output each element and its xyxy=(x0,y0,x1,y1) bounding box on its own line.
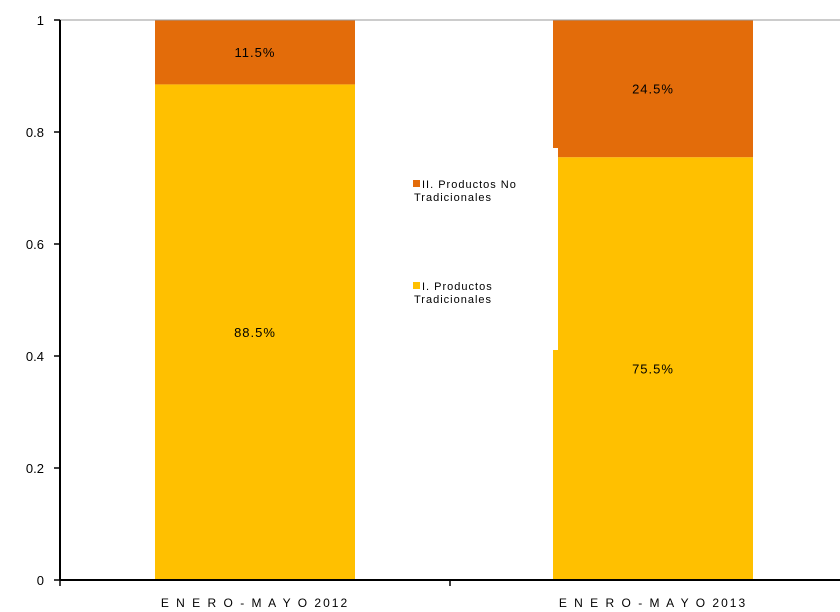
y-tick-label: 0.8 xyxy=(26,125,44,140)
bar-segment-1-category-2 xyxy=(553,157,753,580)
bar-segment-1-category-1 xyxy=(155,84,355,581)
y-tick-label: 1 xyxy=(37,13,44,28)
x-tick-label: E N E R O - M A Y O 2012 xyxy=(161,596,349,610)
legend-label-2-line-2: Tradicionales xyxy=(414,192,492,204)
legend-label-2-line-1: II. Productos No xyxy=(422,179,517,191)
data-label-1-category-1: 88.5% xyxy=(234,325,276,340)
data-label-2-category-1: 11.5% xyxy=(235,45,276,60)
y-tick-label: 0.2 xyxy=(26,461,44,476)
y-tick-label: 0.6 xyxy=(26,237,44,252)
x-tick-label: E N E R O - M A Y O 2013 xyxy=(559,596,747,610)
y-axis-ticks: 0 0.2 0.4 0.6 0.8 1 xyxy=(26,13,60,588)
y-tick-label: 0 xyxy=(37,573,44,588)
data-labels-layer: 88.5% 11.5% 75.5% 24.5% xyxy=(234,45,674,377)
legend-swatch-1 xyxy=(413,282,420,289)
legend-label-1-line-2: Tradicionales xyxy=(414,294,492,306)
data-label-2-category-2: 24.5% xyxy=(632,82,674,97)
bar-segment-2-category-1 xyxy=(155,20,355,85)
legend-swatch-2 xyxy=(413,180,420,187)
bar-segment-2-category-2 xyxy=(553,20,753,158)
x-axis-ticks: E N E R O - M A Y O 2012 E N E R O - M A … xyxy=(59,580,747,610)
legend-label-1-line-1: I. Productos xyxy=(422,281,493,293)
bars-layer xyxy=(155,20,753,581)
data-label-1-category-2: 75.5% xyxy=(632,362,674,377)
y-tick-label: 0.4 xyxy=(26,349,44,364)
